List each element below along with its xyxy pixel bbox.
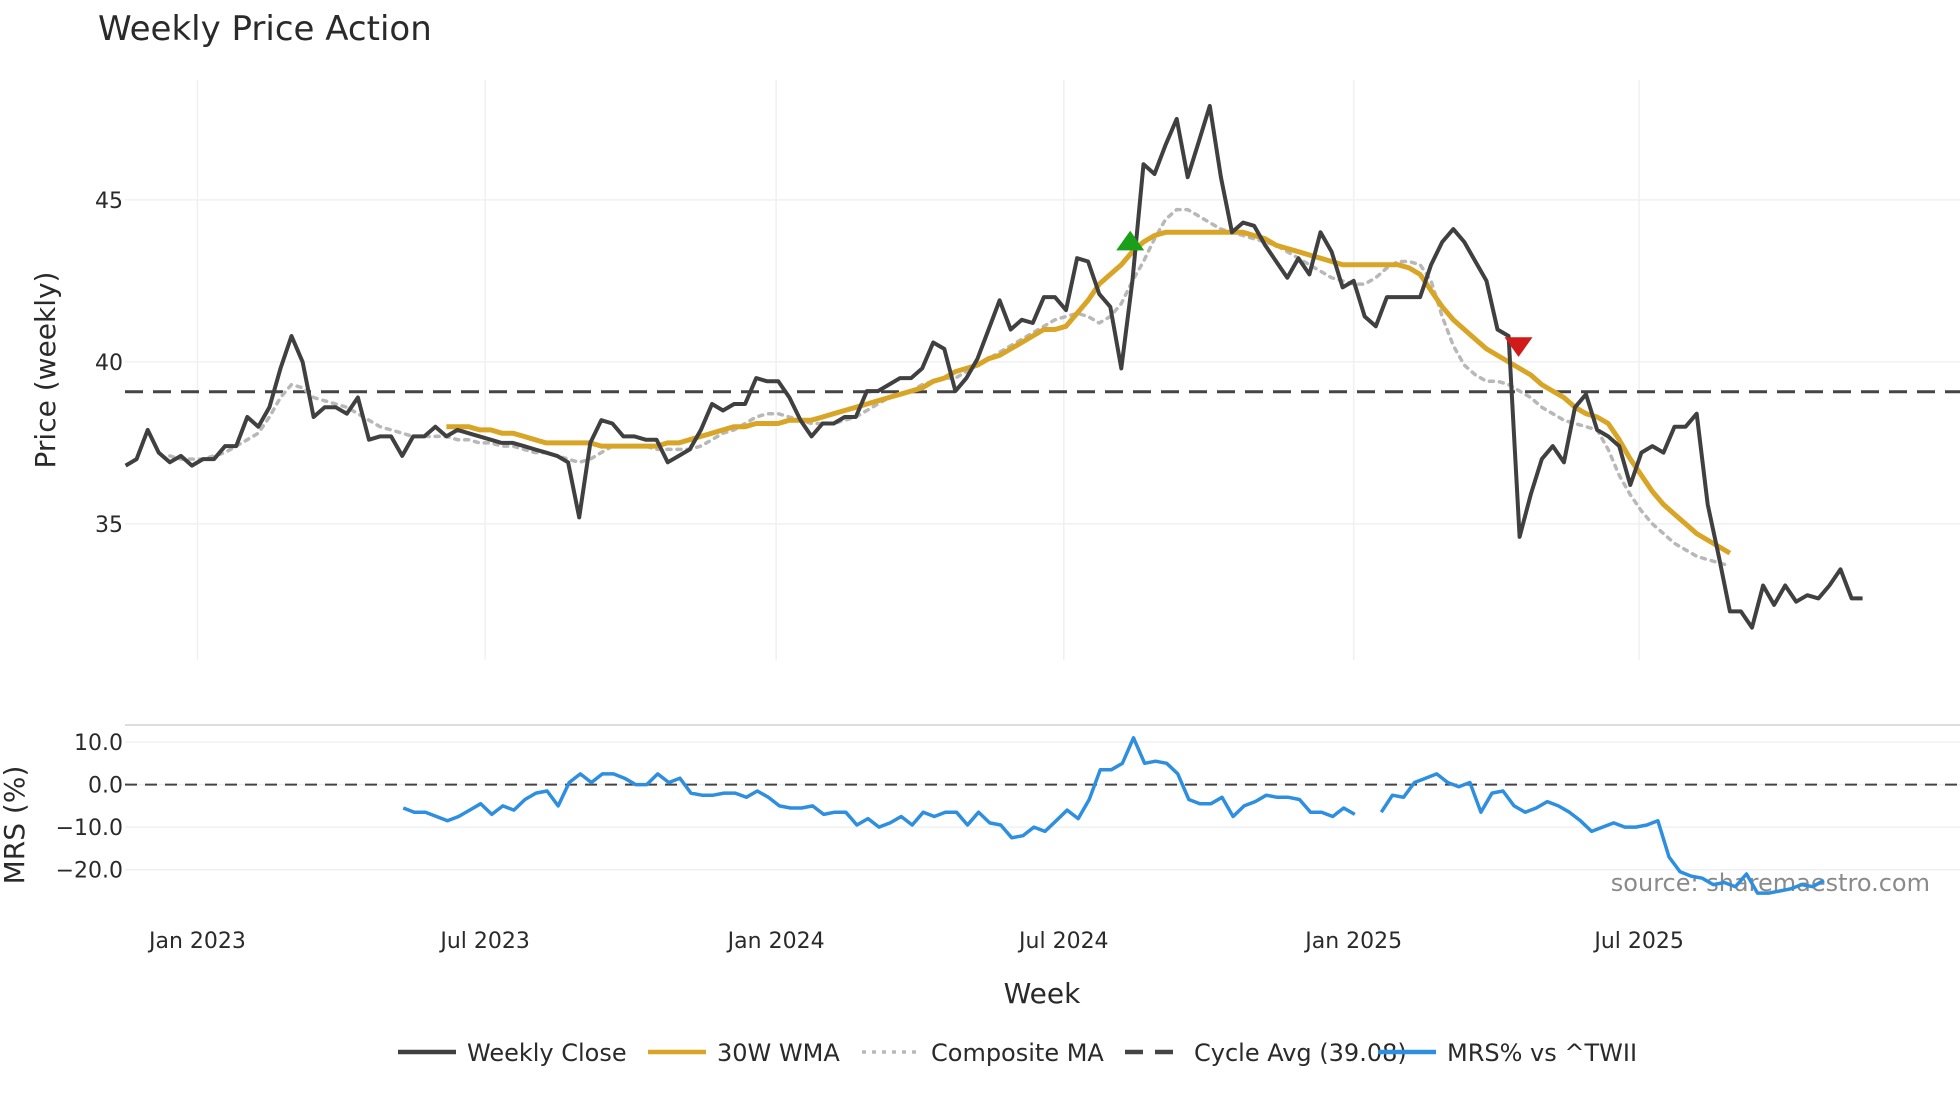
buy-signal-marker: [1116, 230, 1145, 251]
sell-signal-marker: [1504, 337, 1533, 357]
x-tick-label: Jan 2024: [726, 929, 825, 954]
price-y-axis-title: Price (weekly): [29, 272, 62, 469]
legend-label-30w-wma: 30W WMA: [717, 1039, 840, 1067]
series-mrs-segment-2: [1379, 772, 1825, 895]
price-y-tick-label: 45: [95, 189, 123, 214]
x-axis-title: Week: [1004, 977, 1081, 1010]
legend-label-mrs-vs-twii: MRS% vs ^TWII: [1447, 1039, 1637, 1067]
mrs-grid: [125, 724, 1960, 871]
mrs-y-tick-label: −20.0: [56, 859, 123, 884]
price-y-tick-label: 40: [95, 351, 123, 376]
mrs-y-tick-label: 0.0: [88, 774, 123, 799]
series-mrs-segment-1: [402, 736, 1356, 840]
y-tick-labels: 35 40 45 10.0 0.0 −10.0 −20.0: [56, 189, 123, 884]
mrs-y-tick-label: 10.0: [74, 731, 123, 756]
chart-title: Weekly Price Action: [98, 9, 432, 49]
price-grid: [125, 80, 1960, 660]
legend-label-weekly-close: Weekly Close: [467, 1039, 627, 1067]
price-series-group: [124, 103, 1863, 630]
series-composite-ma: [168, 207, 1732, 568]
price-y-tick-label: 35: [95, 513, 123, 538]
x-tick-label: Jan 2023: [147, 929, 246, 954]
x-tick-label: Jan 2025: [1303, 929, 1402, 954]
legend-label-composite-ma: Composite MA: [931, 1039, 1104, 1067]
signal-markers: [1116, 230, 1533, 357]
mrs-series-group: [402, 736, 1825, 895]
x-tick-label: Jul 2023: [438, 929, 530, 954]
x-tick-label: Jul 2025: [1592, 929, 1684, 954]
x-tick-labels: Jan 2023 Jul 2023 Jan 2024 Jul 2024 Jan 2025…: [147, 929, 1684, 954]
mrs-y-axis-title: MRS (%): [0, 766, 31, 885]
x-tick-label: Jul 2024: [1017, 929, 1109, 954]
mrs-y-tick-label: −10.0: [56, 816, 123, 841]
series-weekly-close: [124, 103, 1863, 630]
legend-label-cycle-avg-39-08: Cycle Avg (39.08): [1194, 1039, 1407, 1067]
legend: Weekly Close 30W WMA Composite MA Cycle Avg…: [398, 1039, 1637, 1067]
